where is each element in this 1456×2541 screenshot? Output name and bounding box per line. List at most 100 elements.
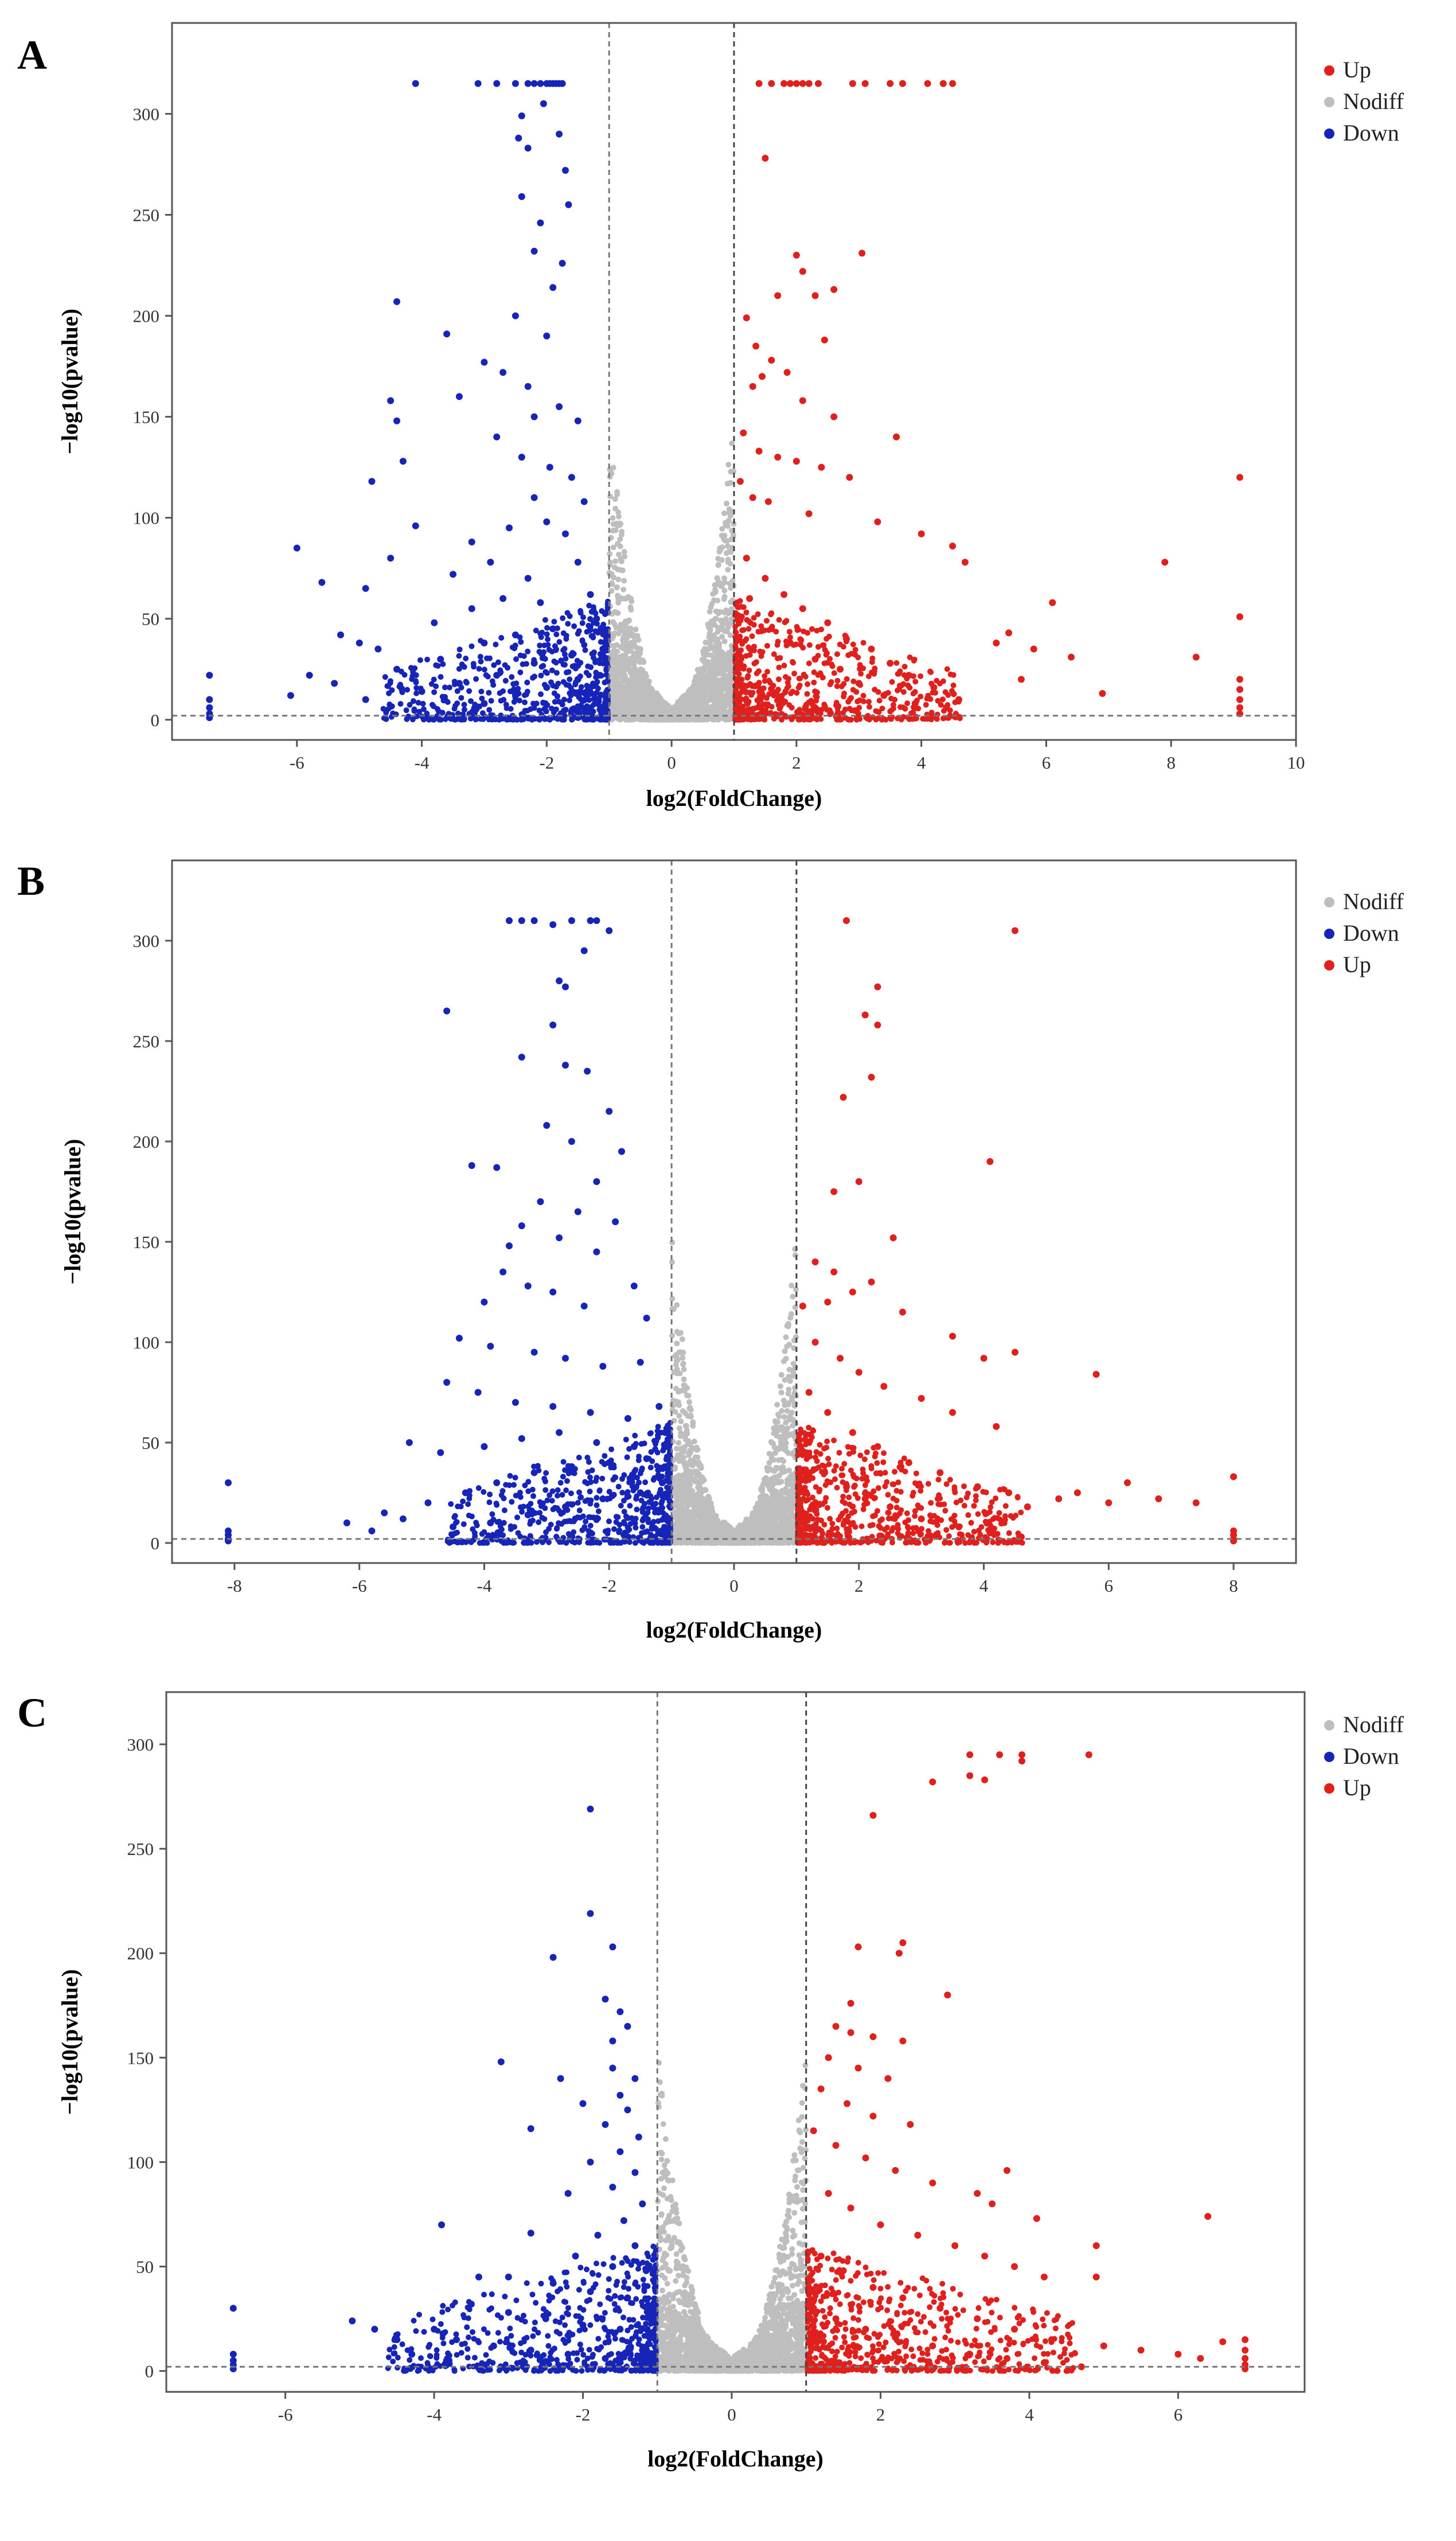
point-nodiff — [725, 567, 731, 573]
point-up — [776, 617, 782, 623]
point-down — [409, 716, 416, 723]
point-down — [545, 636, 551, 642]
point-down — [523, 691, 529, 697]
point-up — [739, 676, 745, 683]
point-up — [743, 314, 750, 322]
point-up — [774, 454, 782, 461]
point-down — [440, 661, 446, 667]
point-up — [793, 458, 800, 465]
point-nodiff — [676, 1440, 682, 1446]
point-up — [759, 716, 765, 722]
point-down — [571, 623, 577, 629]
point-down — [362, 696, 369, 703]
point-up — [755, 611, 761, 617]
point-nodiff — [778, 1439, 784, 1445]
point-down — [568, 474, 575, 481]
point-down — [549, 284, 557, 291]
point-nodiff — [720, 621, 726, 626]
point-up — [755, 80, 763, 87]
point-up — [780, 591, 788, 598]
point-down — [420, 706, 427, 712]
point-nodiff — [615, 630, 622, 637]
point-up — [1161, 559, 1169, 566]
point-down — [522, 699, 528, 706]
point-nodiff — [673, 706, 678, 712]
point-down — [293, 544, 300, 552]
point-down — [542, 716, 548, 722]
panel-letter: B — [17, 858, 45, 904]
point-nodiff — [790, 1293, 796, 1300]
point-up — [834, 683, 840, 689]
point-down — [564, 669, 569, 676]
point-nodiff — [678, 1445, 684, 1452]
point-nodiff — [620, 586, 627, 593]
point-down — [537, 642, 543, 649]
point-down — [515, 685, 521, 692]
point-down — [542, 617, 548, 623]
point-down — [586, 602, 592, 609]
point-nodiff — [721, 679, 727, 685]
point-up — [911, 700, 919, 707]
point-up — [949, 688, 955, 694]
point-up — [821, 336, 828, 344]
point-down — [486, 707, 493, 713]
point-up — [895, 715, 901, 722]
point-down — [469, 643, 475, 649]
point-up — [1068, 653, 1075, 661]
point-up — [768, 710, 774, 716]
point-down — [411, 708, 417, 714]
point-down — [471, 705, 477, 711]
point-nodiff — [721, 596, 727, 602]
x-tick-label: -2 — [539, 753, 554, 773]
point-nodiff — [612, 658, 618, 664]
point-nodiff — [610, 515, 616, 521]
point-nodiff — [613, 520, 619, 527]
point-up — [758, 623, 764, 629]
point-down — [491, 662, 497, 668]
point-up — [840, 644, 846, 650]
point-nodiff — [689, 1463, 696, 1468]
point-nodiff — [619, 668, 626, 675]
point-up — [1005, 629, 1013, 637]
point-up — [786, 629, 793, 635]
point-nodiff — [681, 1366, 687, 1373]
point-down — [455, 393, 463, 400]
point-up — [751, 648, 757, 653]
point-up — [788, 690, 794, 696]
point-down — [553, 647, 559, 653]
point-up — [801, 712, 806, 718]
point-down — [553, 632, 560, 637]
point-down — [470, 661, 477, 667]
point-nodiff — [728, 599, 734, 605]
point-nodiff — [669, 1259, 675, 1265]
point-down — [413, 685, 420, 691]
point-nodiff — [709, 675, 716, 681]
point-nodiff — [721, 587, 728, 594]
point-up — [827, 681, 833, 688]
point-down — [487, 559, 494, 566]
point-nodiff — [728, 606, 735, 612]
point-down — [481, 640, 488, 646]
point-down — [556, 130, 563, 138]
point-down — [563, 656, 569, 662]
point-up — [830, 413, 838, 420]
point-down — [418, 688, 426, 695]
point-down — [397, 681, 404, 688]
point-nodiff — [630, 675, 636, 681]
point-nodiff — [692, 1445, 698, 1452]
point-up — [794, 690, 800, 696]
point-down — [574, 417, 581, 424]
point-up — [949, 80, 957, 87]
point-up — [784, 680, 791, 685]
point-nodiff — [708, 638, 713, 644]
point-nodiff — [712, 616, 719, 622]
point-up — [993, 640, 1000, 646]
point-down — [524, 679, 530, 685]
point-up — [795, 627, 802, 633]
point-nodiff — [697, 700, 703, 706]
point-down — [579, 637, 585, 644]
point-nodiff — [616, 682, 622, 688]
point-down — [597, 716, 603, 723]
point-up — [797, 716, 803, 723]
